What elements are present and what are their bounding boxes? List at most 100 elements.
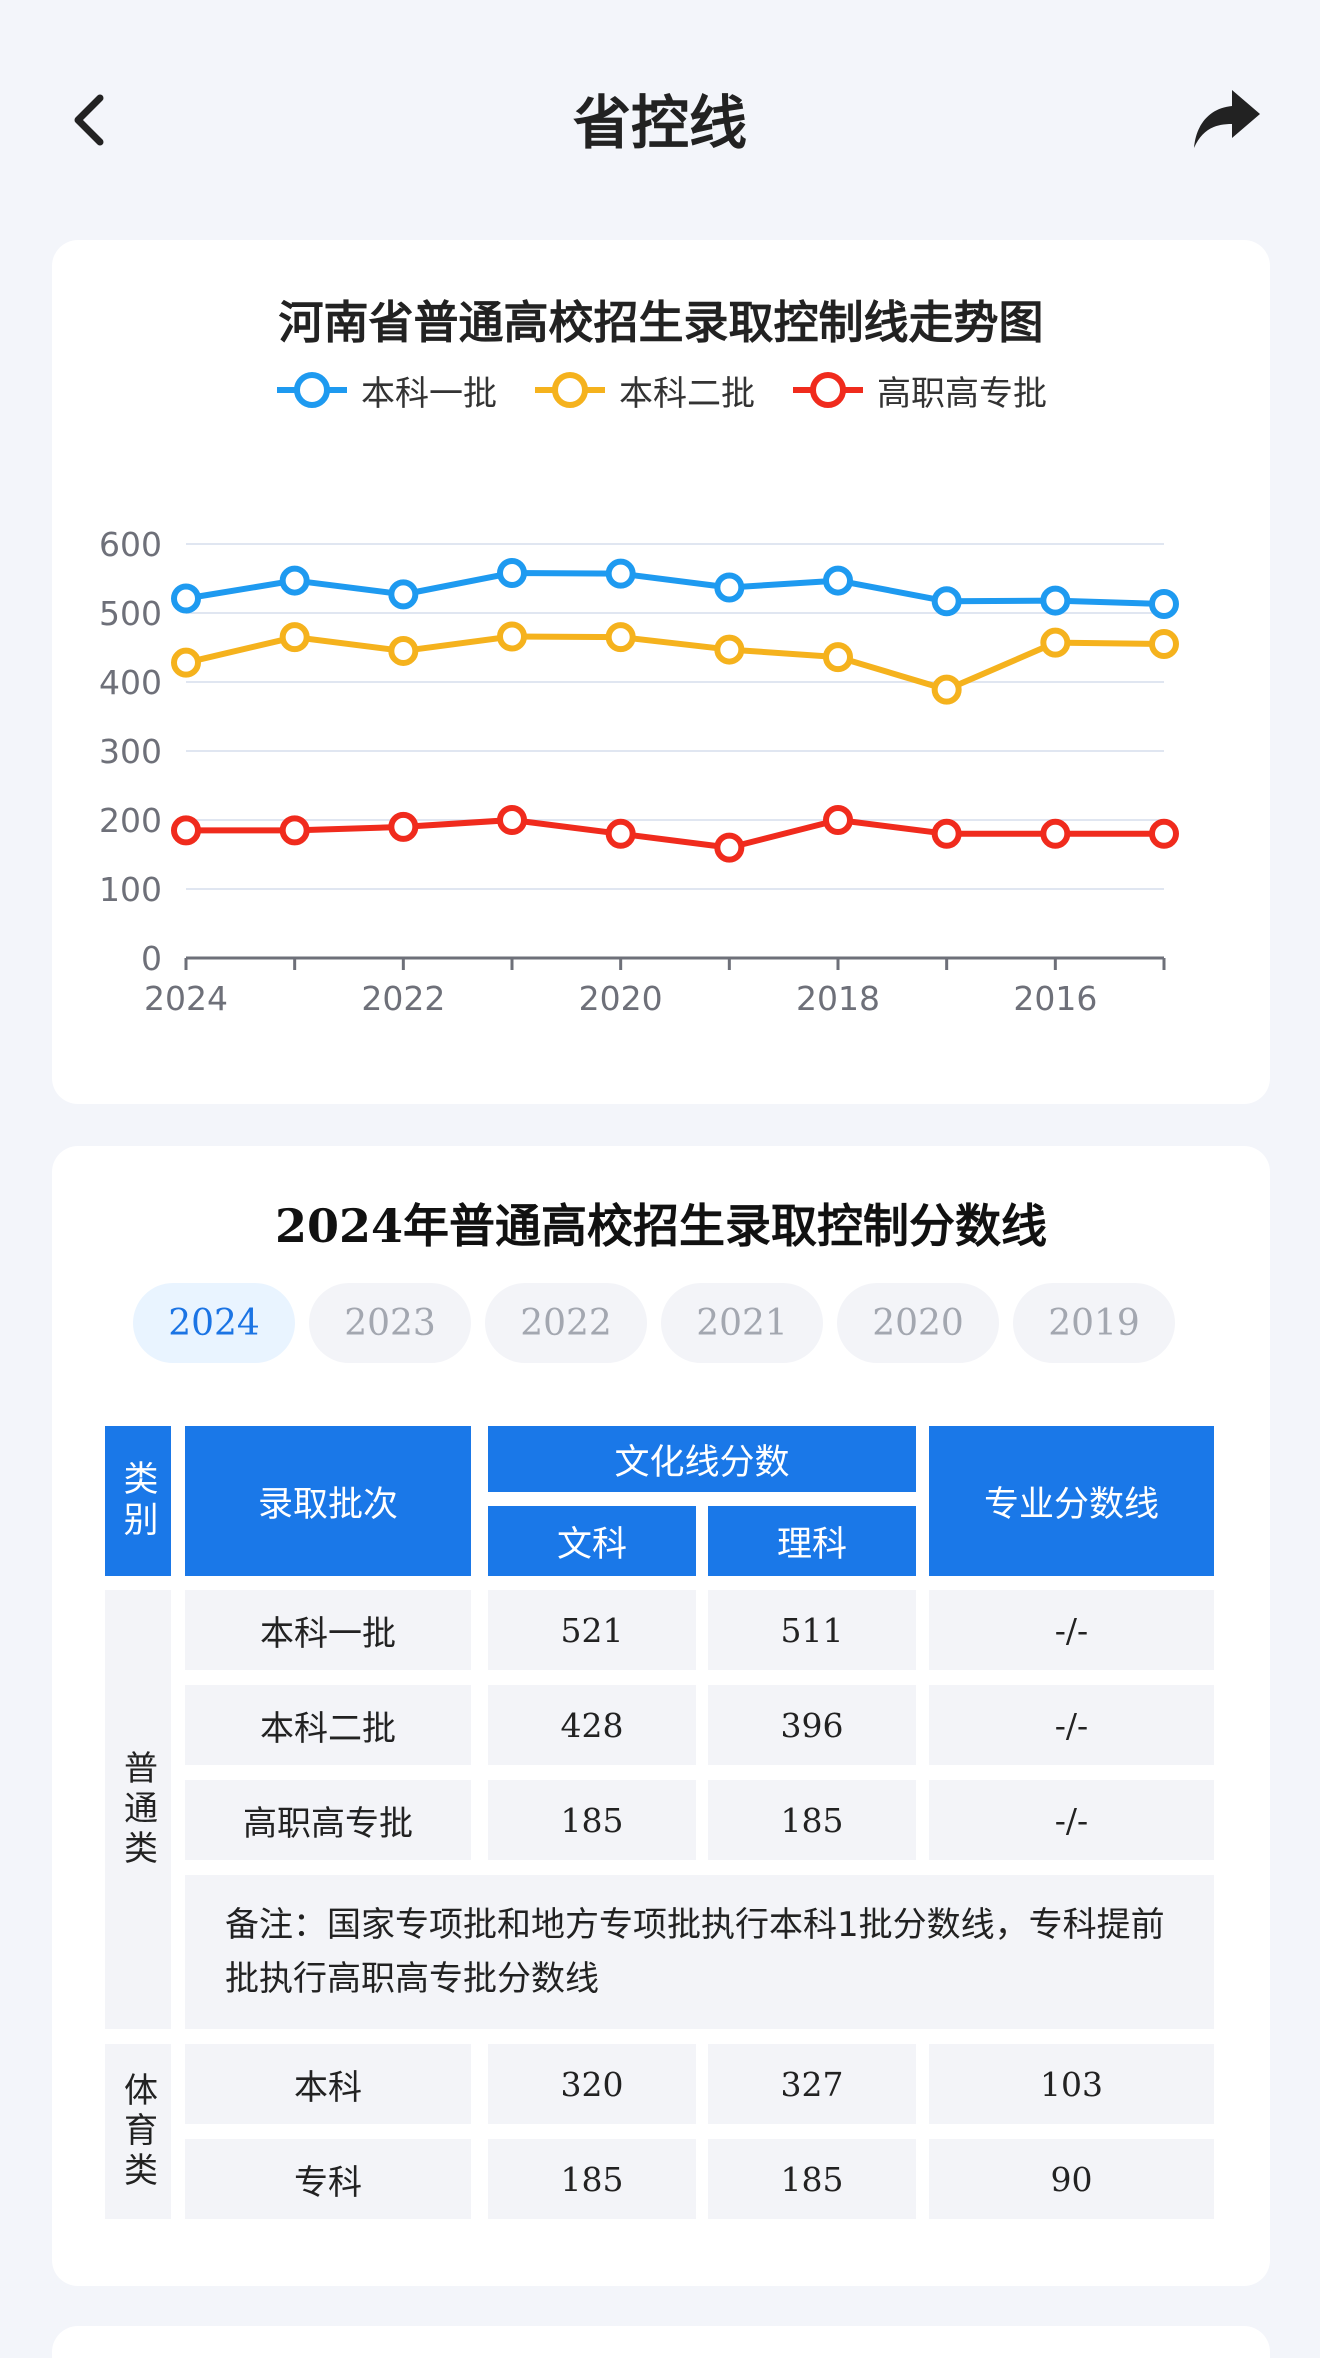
row-major-score: -/-: [929, 1590, 1214, 1670]
row-major-score: 90: [929, 2139, 1214, 2219]
data-point: [388, 579, 419, 610]
data-point: [931, 674, 962, 705]
data-point: [279, 815, 310, 846]
legend-item-2[interactable]: 高职高专批: [791, 370, 1047, 414]
header-batch: 录取批次: [185, 1426, 471, 1576]
data-point: [714, 634, 745, 665]
table-note: 备注：国家专项批和地方专项批执行本科1批分数线，专科提前批执行高职高专批分数线: [185, 1875, 1214, 2029]
row-category: 普通类: [105, 1590, 171, 2029]
trend-chart-card: 河南省普通高校招生录取控制线走势图 本科一批 本科二批 高职高专批 0 100 200 3…: [52, 240, 1270, 1104]
header-arts: 文科: [488, 1506, 696, 1576]
data-point: [823, 642, 853, 673]
data-point: [1040, 627, 1071, 658]
legend-item-1[interactable]: 本科二批: [533, 370, 755, 414]
data-point: [279, 565, 310, 596]
row-science-score: 185: [708, 1780, 916, 1860]
row-batch: 高职高专批: [185, 1780, 471, 1860]
tab-year-2022[interactable]: 2022: [485, 1283, 647, 1363]
row-major-score: -/-: [929, 1685, 1214, 1765]
x-tick-label: 2022: [361, 979, 445, 1018]
y-tick-label: 0: [141, 939, 162, 978]
y-tick-label: 300: [99, 732, 162, 771]
next-card: [52, 2326, 1270, 2358]
tab-year-2023[interactable]: 2023: [309, 1283, 471, 1363]
x-tick-label: 2016: [1013, 979, 1097, 1018]
y-tick-label: 400: [99, 663, 162, 702]
data-point: [823, 805, 853, 835]
row-arts-score: 185: [488, 2139, 696, 2219]
row-science-score: 396: [708, 1685, 916, 1765]
series-line-1: [185, 633, 1165, 693]
row-arts-score: 521: [488, 1590, 696, 1670]
data-point: [388, 635, 419, 666]
data-point: [171, 815, 201, 846]
header-major-score: 专业分数线: [929, 1426, 1214, 1576]
year-tabs: 2024 2023 2022 2021 2020 2019: [133, 1283, 1175, 1363]
data-point: [714, 832, 745, 863]
header-category: 类别: [105, 1426, 171, 1576]
table-title: 2024年普通高校招生录取控制分数线: [274, 1199, 1048, 1253]
row-arts-score: 428: [488, 1685, 696, 1765]
tab-year-2021[interactable]: 2021: [661, 1283, 823, 1363]
data-point: [279, 622, 310, 653]
data-point: [497, 805, 527, 835]
line-chart: 0 100 200 300 400 500 600 2024 2022 2020 2018 2016: [99, 525, 1179, 1018]
chart-legend: 本科一批 本科二批 高职高专批: [52, 370, 1270, 414]
x-tick-label: 2024: [144, 979, 228, 1018]
share-button[interactable]: [1190, 86, 1262, 152]
row-science-score: 185: [708, 2139, 916, 2219]
data-point: [1149, 818, 1179, 849]
row-batch: 本科: [185, 2044, 471, 2124]
data-point: [1040, 818, 1071, 849]
header-culture-score: 文化线分数: [488, 1426, 916, 1492]
row-major-score: 103: [929, 2044, 1214, 2124]
tab-year-2019[interactable]: 2019: [1013, 1283, 1175, 1363]
series-line-0: [185, 569, 1165, 608]
y-tick-label: 500: [99, 594, 162, 633]
legend-marker-icon: [535, 372, 605, 408]
score-table-card: 2024年普通高校招生录取控制分数线 2024 2023 2022 2021 2020 2…: [52, 1146, 1270, 2286]
data-point: [388, 811, 419, 842]
data-point: [171, 647, 201, 678]
legend-item-0[interactable]: 本科一批: [275, 370, 497, 414]
data-point: [823, 565, 853, 596]
y-tick-label: 100: [99, 870, 162, 909]
y-tick-label: 600: [99, 525, 162, 564]
data-point: [1040, 585, 1071, 616]
series-line-2: [186, 817, 1164, 851]
tab-year-2020[interactable]: 2020: [837, 1283, 999, 1363]
data-point: [497, 621, 527, 652]
row-batch: 本科二批: [185, 1685, 471, 1765]
row-batch: 专科: [185, 2139, 471, 2219]
row-arts-score: 320: [488, 2044, 696, 2124]
row-major-score: -/-: [929, 1780, 1214, 1860]
legend-label: 高职高专批: [877, 373, 1047, 414]
data-point: [1149, 589, 1179, 620]
data-point: [931, 586, 962, 617]
row-category: 体育类: [105, 2044, 171, 2219]
y-tick-label: 200: [99, 801, 162, 840]
data-point: [171, 583, 201, 614]
nav-bar: 省控线: [0, 0, 1320, 240]
chart-title: 河南省普通高校招生录取控制线走势图: [278, 296, 1044, 349]
row-batch: 本科一批: [185, 1590, 471, 1670]
back-button[interactable]: [62, 88, 122, 152]
legend-label: 本科二批: [619, 373, 755, 414]
legend-marker-icon: [277, 372, 347, 408]
data-point: [605, 818, 636, 849]
legend-label: 本科一批: [361, 373, 497, 414]
data-point: [605, 622, 636, 653]
row-science-score: 511: [708, 1590, 916, 1670]
legend-marker-icon: [793, 372, 863, 408]
data-point: [605, 558, 636, 589]
row-arts-score: 185: [488, 1780, 696, 1860]
share-arrow-icon: [1194, 90, 1260, 148]
x-tick-label: 2018: [796, 979, 880, 1018]
x-tick-label: 2020: [579, 979, 663, 1018]
data-point: [1149, 629, 1179, 660]
data-point: [714, 572, 745, 603]
header-science: 理科: [708, 1506, 916, 1576]
row-science-score: 327: [708, 2044, 916, 2124]
tab-year-2024[interactable]: 2024: [133, 1283, 295, 1363]
data-point: [497, 557, 527, 588]
